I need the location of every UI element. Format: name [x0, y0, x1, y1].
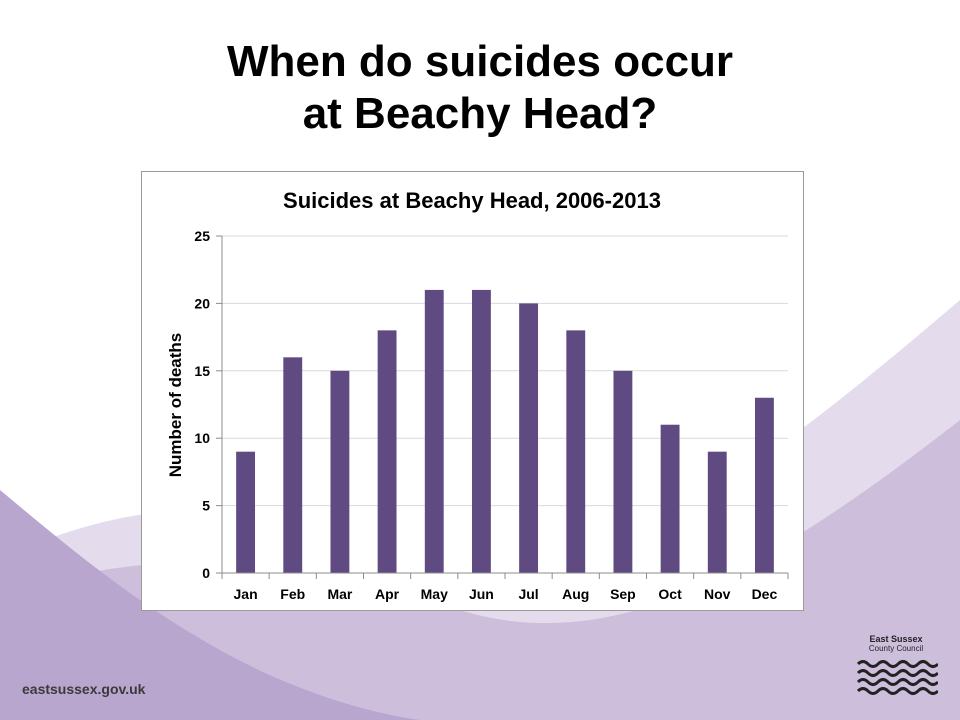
- bar-feb: [283, 357, 303, 573]
- x-tick-label-jul: Jul: [518, 586, 538, 602]
- x-tick-label-apr: Apr: [375, 586, 400, 602]
- chart-title: Suicides at Beachy Head, 2006-2013: [283, 188, 661, 213]
- x-tick-label-jan: Jan: [234, 586, 258, 602]
- wave-dark-shape: [0, 490, 420, 720]
- bar-jul: [519, 303, 539, 573]
- x-tick-label-feb: Feb: [280, 586, 305, 602]
- bar-may: [424, 289, 444, 573]
- waves-logo-icon: [856, 660, 938, 695]
- x-tick-label-oct: Oct: [658, 586, 682, 602]
- slide-title-line-1: When do suicides occur: [226, 37, 734, 86]
- x-tick-label-sep: Sep: [610, 586, 636, 602]
- bar-sep: [613, 370, 633, 573]
- bar-nov: [707, 451, 727, 573]
- bar-oct: [660, 424, 680, 573]
- footer-url: eastsussex.gov.uk: [22, 681, 146, 697]
- x-tick-label-dec: Dec: [752, 586, 778, 602]
- council-logo: East Sussex County Council: [850, 630, 950, 700]
- logo-name-line-1: East Sussex: [869, 634, 923, 644]
- x-tick-label-mar: Mar: [327, 586, 352, 602]
- bar-jan: [236, 451, 256, 573]
- x-tick-label-jun: Jun: [469, 586, 494, 602]
- chart-frame: Suicides at Beachy Head, 2006-2013 Numbe…: [141, 171, 804, 611]
- slide-title-line-2: at Beachy Head?: [302, 89, 658, 138]
- y-tick-label-15: 15: [194, 363, 210, 379]
- bar-dec: [754, 397, 774, 573]
- wave-mid-shape: [0, 420, 960, 720]
- bar-chart: Suicides at Beachy Head, 2006-2013 Numbe…: [166, 188, 789, 602]
- x-tick-label-aug: Aug: [562, 586, 589, 602]
- y-tick-label-20: 20: [194, 295, 210, 311]
- y-tick-label-10: 10: [194, 430, 210, 446]
- bars: [236, 289, 774, 573]
- logo-name-line-2: County Council: [868, 644, 924, 653]
- bar-apr: [377, 330, 397, 573]
- bar-mar: [330, 370, 350, 573]
- x-tick-labels: Jan Feb Mar Apr May Jun Jul Aug Sep Oct Nov Dec: [234, 586, 778, 602]
- slide-title: When do suicides occur at Beachy Head?: [0, 36, 960, 140]
- y-tick-label-5: 5: [202, 498, 210, 514]
- bar-aug: [566, 330, 586, 573]
- logo-text: East Sussex County Council: [850, 634, 942, 654]
- y-tick-label-25: 25: [194, 228, 210, 244]
- x-tick-label-may: May: [421, 586, 448, 602]
- y-axis-label: Number of deaths: [166, 333, 185, 478]
- gridlines: [216, 235, 788, 574]
- y-tick-labels: 0 5 10 15 20 25: [194, 228, 210, 581]
- y-tick-label-0: 0: [202, 565, 210, 581]
- x-tick-label-nov: Nov: [704, 586, 731, 602]
- bar-jun: [471, 289, 491, 573]
- axes: [221, 236, 789, 579]
